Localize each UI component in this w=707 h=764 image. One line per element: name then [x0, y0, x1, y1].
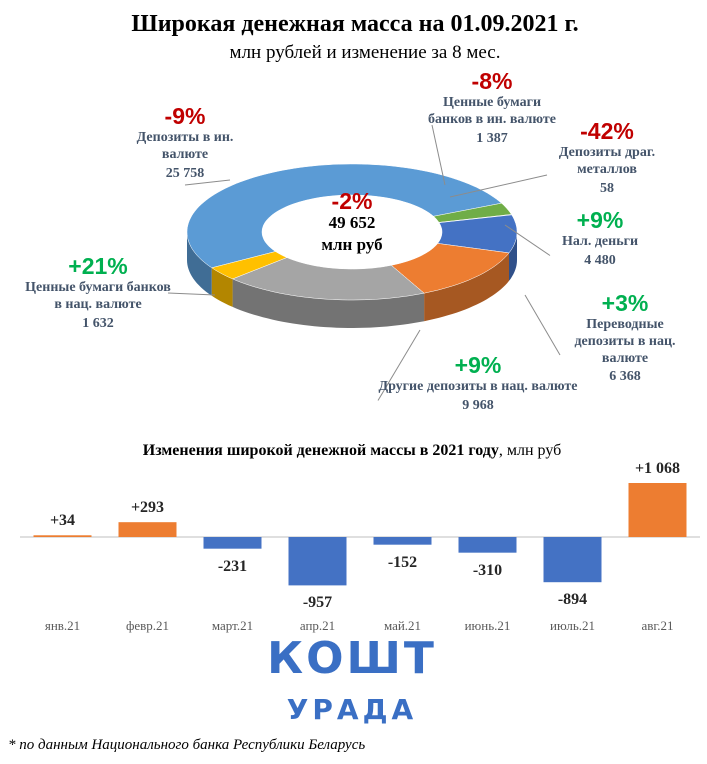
- value-label: -231: [217, 557, 248, 575]
- chart-title: Широкая денежная масса на 01.09.2021 г.: [131, 11, 579, 37]
- slice-side: [232, 278, 425, 328]
- slice-label: Другие депозиты в нац. валюте: [378, 379, 578, 394]
- leader-line: [431, 124, 446, 186]
- leader-line: [167, 292, 216, 296]
- x-tick-label: янв.21: [44, 618, 81, 633]
- total-value: 49 652: [328, 213, 376, 232]
- change-label: +21%: [68, 253, 128, 279]
- x-tick-label: апр.21: [299, 618, 336, 633]
- bar-title: Изменения широкой денежной массы в 2021 …: [143, 441, 561, 460]
- change-label: +9%: [454, 352, 502, 378]
- footnote: * по данным Национального банка Республи…: [8, 737, 366, 753]
- value-label: 4 480: [584, 253, 616, 268]
- slice-label: Переводные депозиты в нац. валюте: [574, 317, 676, 366]
- bar: [288, 537, 347, 586]
- value-label: -894: [557, 591, 588, 609]
- value-label: +34: [49, 512, 76, 530]
- value-label: +1 068: [634, 460, 681, 477]
- bar-title-unit: , млн руб: [498, 442, 562, 459]
- x-tick-label: май.21: [383, 618, 422, 633]
- bar: [373, 537, 432, 545]
- value-label: 1 632: [82, 316, 114, 331]
- leader-line: [504, 224, 551, 256]
- slice-label: Депозиты в ин. валюте: [136, 130, 234, 162]
- x-tick-label: февр.21: [125, 618, 170, 633]
- bar: [628, 483, 687, 537]
- x-tick-label: июнь.21: [464, 618, 511, 633]
- slice-label: Нал. деньги: [561, 234, 639, 249]
- slice-side: [424, 252, 509, 322]
- leader-line: [449, 174, 548, 198]
- bar: [543, 537, 602, 583]
- slice-side: [211, 267, 233, 307]
- value-label: -310: [472, 561, 503, 579]
- chart-subtitle: млн рублей и изменение за 8 мес.: [229, 42, 501, 63]
- value-label: 1 387: [476, 131, 508, 146]
- leader-line: [524, 294, 561, 356]
- change-label: -9%: [164, 103, 206, 129]
- change-label: -42%: [580, 118, 634, 144]
- leader-line: [377, 329, 421, 401]
- value-label: 6 368: [609, 369, 641, 384]
- slice-label: Депозиты драг. металлов: [558, 145, 656, 177]
- slice-label: Ценные бумаги банков в нац. валюте: [25, 280, 171, 312]
- bar: [203, 537, 262, 549]
- change-label: +3%: [601, 290, 649, 316]
- total-unit: млн руб: [321, 235, 383, 254]
- value-label: 25 758: [165, 166, 205, 181]
- bar-title-text: Изменения широкой денежной массы в 2021 …: [142, 442, 499, 459]
- x-tick-label: авг.21: [641, 618, 674, 633]
- slice-side: [509, 232, 517, 281]
- logo-top: КОШТ: [267, 633, 437, 684]
- x-tick-label: июль.21: [549, 618, 596, 633]
- bar: [118, 522, 177, 537]
- value-label: 9 968: [462, 398, 494, 413]
- change-label: +9%: [576, 207, 624, 233]
- total-change: -2%: [331, 188, 373, 214]
- change-label: -8%: [471, 68, 513, 94]
- logo-bottom: УРАДА: [286, 693, 418, 726]
- leader-line: [184, 179, 231, 186]
- value-label: -957: [302, 594, 333, 612]
- x-tick-label: март.21: [211, 618, 254, 633]
- value-label: -152: [387, 553, 418, 571]
- bar: [33, 535, 92, 537]
- slice-side: [187, 232, 212, 296]
- value-label: 58: [600, 181, 614, 196]
- value-label: +293: [130, 499, 165, 517]
- donut-hole: [262, 195, 442, 269]
- slice-label: Ценные бумаги банков в ин. валюте: [428, 95, 556, 127]
- bar: [458, 537, 517, 553]
